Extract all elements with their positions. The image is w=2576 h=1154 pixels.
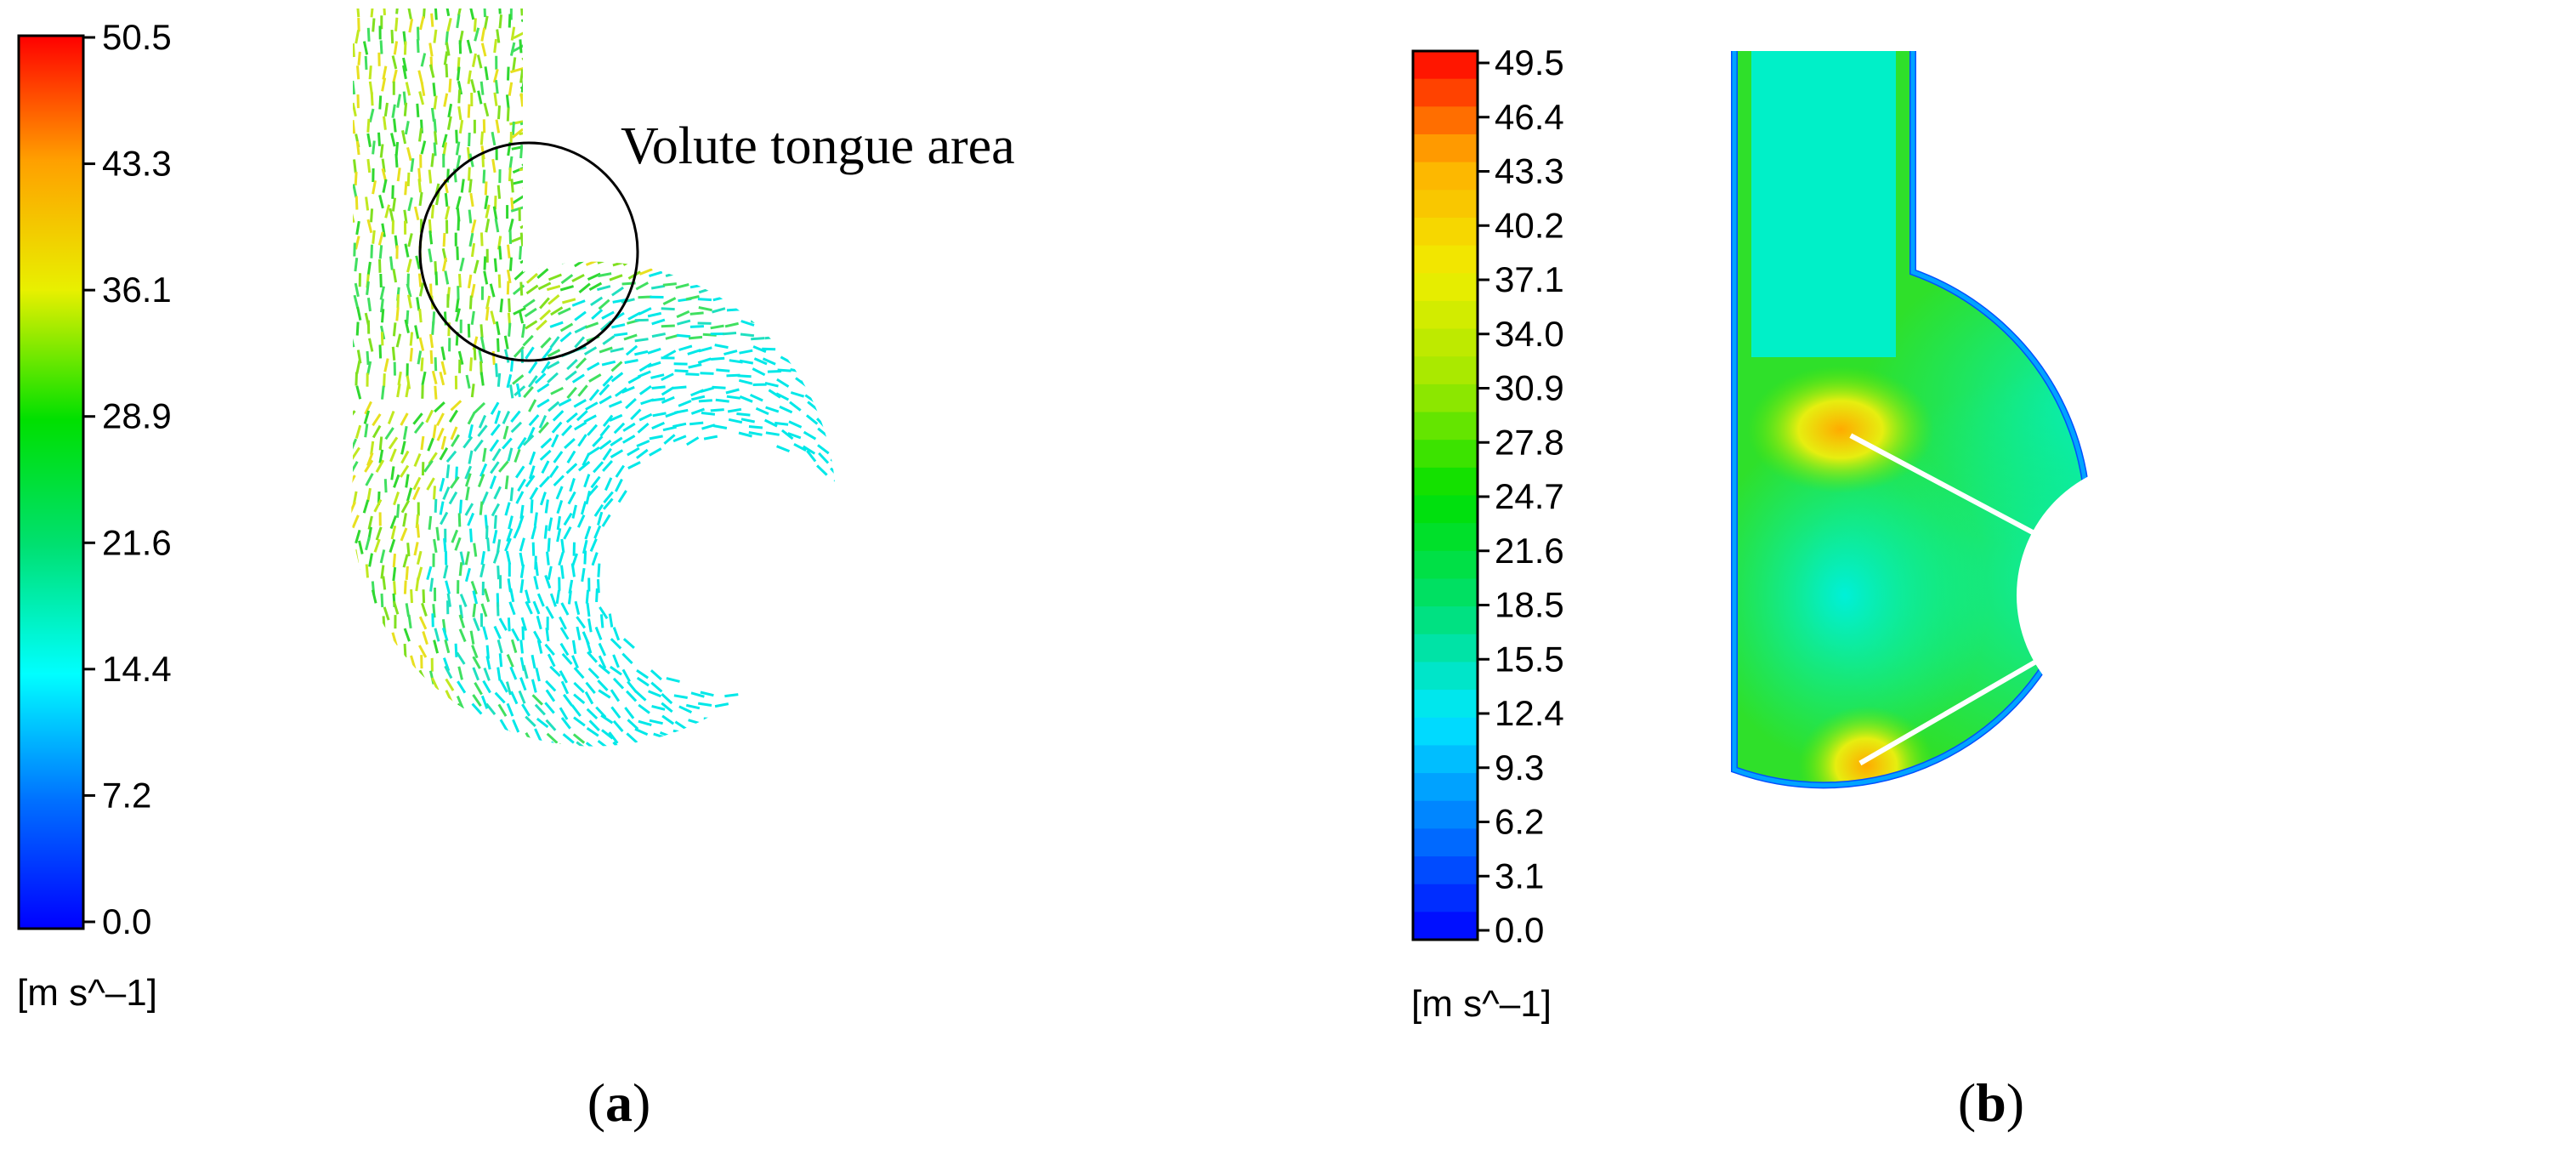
- panel-b-colorbar-ticks: 49.5 46.4 43.3 40.2 37.1 34.0 30.9 27.8 24.7 21.6…: [1478, 43, 1564, 950]
- panel-b-tick-label: 24.7: [1495, 476, 1564, 516]
- panel-a-tick-label: 14.4: [102, 649, 172, 689]
- panel-b-caption-letter: b: [1976, 1072, 2006, 1133]
- panel-b-hub-hole: [2017, 461, 2285, 730]
- panel-b-tick-label: 43.3: [1495, 151, 1564, 191]
- panel-a-hub-hole: [608, 442, 854, 689]
- panel-a-tick-label: 28.9: [102, 396, 172, 436]
- panel-b-tick-label: 34.0: [1495, 314, 1564, 354]
- panel-a-caption-letter: a: [605, 1072, 633, 1133]
- panel-a-tick-label: 7.2: [102, 775, 151, 815]
- panel-b-tick-label: 49.5: [1495, 43, 1564, 82]
- panel-a-colorbar-ticks: 50.5 43.3 36.1 28.9 21.6 14.4 7.2 0.0: [83, 17, 172, 941]
- panel-b-unit-label: [m s^–1]: [1411, 983, 1552, 1025]
- volute-tongue-annotation: Volute tongue area: [621, 117, 1015, 175]
- panel-a-tick-label: 0.0: [102, 901, 151, 941]
- panel-a-caption: (a): [587, 1072, 651, 1133]
- panel-b-tick-label: 40.2: [1495, 205, 1564, 245]
- panel-b-tick-label: 0.0: [1495, 910, 1544, 950]
- panel-b-colorbar: 49.5 46.4 43.3 40.2 37.1 34.0 30.9 27.8 24.7 21.6…: [1411, 43, 1564, 1025]
- panel-b-tick-label: 18.5: [1495, 585, 1564, 625]
- volute-tongue-circle: [418, 141, 639, 362]
- panel-a-colorbar-strip: [17, 34, 85, 930]
- panel-b-tick-label: 12.4: [1495, 693, 1564, 733]
- panel-b-tick-label: 30.9: [1495, 368, 1564, 408]
- panel-b: 49.5 46.4 43.3 40.2 37.1 34.0 30.9 27.8 24.7 21.6…: [1411, 43, 2448, 1133]
- panel-a: 50.543.336.128.921.614.47.20.0 [m s^–1] …: [17, 9, 1015, 1133]
- panel-b-tick-label: 37.1: [1495, 259, 1564, 299]
- panel-a-tick-label: 36.1: [102, 270, 172, 310]
- panel-a-colorbar: 50.5 43.3 36.1 28.9 21.6 14.4 7.2 0.0 [m s^–1]: [17, 17, 172, 1014]
- panel-a-tick-label: 21.6: [102, 522, 172, 562]
- panel-a-unit-label: [m s^–1]: [17, 972, 157, 1014]
- panel-b-tick-label: 27.8: [1495, 422, 1564, 462]
- panel-b-tick-label: 15.5: [1495, 639, 1564, 679]
- panel-b-tick-label: 46.4: [1495, 97, 1564, 137]
- panel-b-tick-label: 9.3: [1495, 748, 1544, 787]
- panel-b-tick-label: 21.6: [1495, 531, 1564, 571]
- panel-a-tick-label: 50.5: [102, 17, 172, 57]
- panel-b-tick-label: 3.1: [1495, 856, 1544, 895]
- panel-b-caption: (b): [1958, 1072, 2024, 1133]
- panel-b-tick-label: 6.2: [1495, 802, 1544, 842]
- panel-b-colorbar-strip: [1413, 51, 1478, 941]
- panel-a-tick-label: 43.3: [102, 144, 172, 184]
- panel-b-contour-field: [1731, 51, 2448, 961]
